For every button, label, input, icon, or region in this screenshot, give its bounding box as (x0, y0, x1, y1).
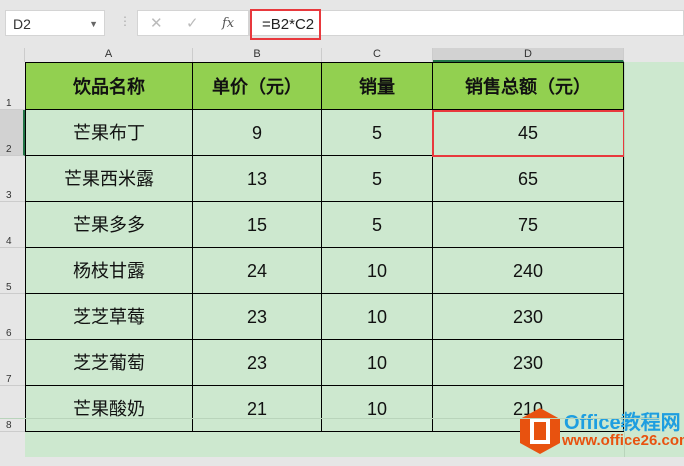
table-cell[interactable]: 10 (322, 294, 433, 340)
watermark-title: Office教程网 (564, 412, 681, 434)
formula-bar: D2 ▼ ⋮ ✕ ✓ fx =B2*C2 (0, 0, 684, 44)
table-cell[interactable]: 5 (322, 202, 433, 248)
table-cell[interactable]: 芒果酸奶 (25, 386, 193, 432)
row-header-7[interactable]: 7 (0, 340, 25, 386)
table-cell[interactable]: 芝芝草莓 (25, 294, 193, 340)
table-cell[interactable]: 10 (322, 248, 433, 294)
table-cell[interactable]: 15 (193, 202, 322, 248)
confirm-icon[interactable]: ✓ (186, 15, 199, 32)
name-box[interactable]: D2 ▼ (5, 10, 105, 36)
header-cell[interactable]: 单价（元） (193, 62, 322, 110)
table-cell[interactable]: 5 (322, 156, 433, 202)
table-cell[interactable]: 5 (322, 110, 433, 156)
table-cell[interactable]: 芒果多多 (25, 202, 193, 248)
table-cell[interactable]: 240 (433, 248, 624, 294)
selected-cell-d2[interactable] (432, 110, 625, 157)
row-header-6[interactable]: 6 (0, 294, 25, 340)
formula-buttons: ✕ ✓ fx (137, 10, 249, 36)
drag-handle-icon[interactable]: ⋮ (119, 14, 131, 28)
table-cell[interactable]: 杨枝甘露 (25, 248, 193, 294)
formula-text[interactable]: =B2*C2 (250, 9, 321, 40)
table-cell[interactable]: 24 (193, 248, 322, 294)
table-cell[interactable]: 芝芝葡萄 (25, 340, 193, 386)
cancel-icon[interactable]: ✕ (150, 15, 163, 32)
table-cell[interactable]: 75 (433, 202, 624, 248)
formula-input[interactable] (249, 10, 684, 36)
chevron-down-icon[interactable]: ▼ (89, 19, 98, 29)
fx-icon[interactable]: fx (222, 16, 235, 31)
row-header-8[interactable]: 8 (0, 386, 25, 432)
table-cell[interactable]: 芒果布丁 (25, 110, 193, 156)
table-cell[interactable]: 65 (433, 156, 624, 202)
table-cell[interactable]: 10 (322, 386, 433, 432)
table-cell[interactable]: 23 (193, 294, 322, 340)
row-header-1[interactable]: 1 (0, 62, 25, 110)
gridline (0, 418, 659, 419)
header-cell[interactable]: 饮品名称 (25, 62, 193, 110)
table-cell[interactable]: 230 (433, 294, 624, 340)
name-box-value: D2 (13, 16, 31, 32)
column-header-a[interactable]: A (25, 48, 193, 62)
row-header-2[interactable]: 2 (0, 110, 25, 156)
column-header-c[interactable]: C (322, 48, 433, 62)
header-cell[interactable]: 销量 (322, 62, 433, 110)
column-header-b[interactable]: B (193, 48, 322, 62)
watermark-url: www.office26.com (562, 432, 684, 449)
table-cell[interactable]: 9 (193, 110, 322, 156)
table-cell[interactable]: 13 (193, 156, 322, 202)
gridline (624, 62, 625, 457)
select-all-button[interactable] (0, 48, 25, 62)
row-header-3[interactable]: 3 (0, 156, 25, 202)
office-logo-icon (520, 408, 560, 454)
table-cell[interactable]: 23 (193, 340, 322, 386)
table-cell[interactable]: 芒果西米露 (25, 156, 193, 202)
row-header-4[interactable]: 4 (0, 202, 25, 248)
cell-grid[interactable]: 饮品名称 单价（元） 销量 销售总额（元） 芒果布丁 9 5 45 芒果西米露 13 5 65 芒果多多… (25, 62, 684, 457)
row-header-5[interactable]: 5 (0, 248, 25, 294)
watermark-logo: Office教程网 www.office26.com (520, 408, 684, 459)
column-header-d[interactable]: D (433, 48, 624, 62)
table-cell[interactable]: 21 (193, 386, 322, 432)
header-cell[interactable]: 销售总额（元） (433, 62, 624, 110)
table-cell[interactable]: 230 (433, 340, 624, 386)
table-cell[interactable]: 10 (322, 340, 433, 386)
